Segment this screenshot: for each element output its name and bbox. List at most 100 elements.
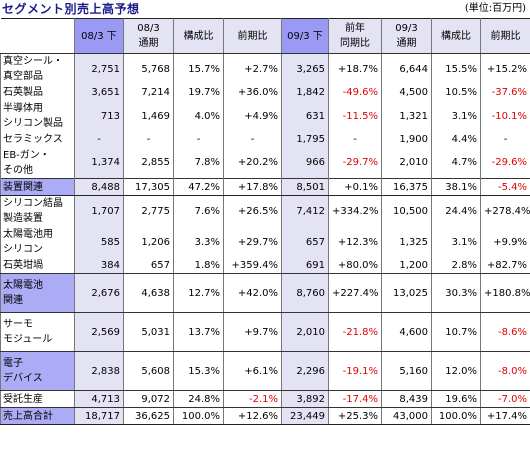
table-cell: +80.0%	[328, 257, 382, 274]
table-cell: -	[223, 131, 282, 148]
table-cell: 3.3%	[173, 226, 224, 258]
table-cell: 657	[281, 226, 329, 258]
table-cell: 13,025	[381, 273, 432, 313]
column-header: 09/3 下	[281, 18, 329, 54]
table-cell: -	[173, 131, 224, 148]
table-cell: +9.9%	[480, 226, 530, 258]
table-cell: 24.4%	[431, 195, 481, 227]
page-title: セグメント別売上高予想	[2, 2, 140, 16]
table-cell: +17.8%	[223, 178, 282, 196]
table-cell: -29.7%	[328, 147, 382, 179]
table-cell: 13.7%	[173, 312, 224, 352]
table-cell: +4.9%	[223, 100, 282, 132]
table-cell: 5,031	[123, 312, 174, 352]
table-cell: 100.0%	[173, 407, 224, 425]
table-cell: +227.4%	[328, 273, 382, 313]
table-cell: 4,638	[123, 273, 174, 313]
column-header: 09/3 通期	[381, 18, 432, 54]
table-row: 石英坩堝 384 657 1.8% +359.4% 691 +80.0% 1,200 2.8% +…	[0, 257, 530, 274]
table-cell: +12.3%	[328, 226, 382, 258]
row-label: 真空シール・ 真空部品	[0, 53, 75, 85]
table-cell: 4.7%	[431, 147, 481, 179]
table-cell: 7,214	[123, 84, 174, 101]
table-cell: 2,010	[381, 147, 432, 179]
table-cell: 2,775	[123, 195, 174, 227]
table-cell: -	[74, 131, 124, 148]
table-cell: 4,600	[381, 312, 432, 352]
table-cell: -29.6%	[480, 147, 530, 179]
table-cell: 657	[123, 257, 174, 274]
header-row: 08/3 下 08/3 通期 構成比 前期比 09/3 下前年 同期比 09/3 通期 構成比 前期…	[0, 18, 530, 54]
table-cell: -8.6%	[480, 312, 530, 352]
row-label: 半導体用 シリコン製品	[0, 100, 75, 132]
table-cell: 1,206	[123, 226, 174, 258]
table-cell: 4,713	[74, 390, 124, 408]
row-label: 太陽電池 関連	[0, 273, 75, 313]
table-cell: +2.7%	[223, 53, 282, 85]
row-label: サーモ モジュール	[0, 312, 75, 352]
table-cell: 7,412	[281, 195, 329, 227]
table-row: セラミックス - - - -1,795-1,900 4.4% -	[0, 131, 530, 148]
table-cell: 1.8%	[173, 257, 224, 274]
table-cell: +0.1%	[328, 178, 382, 196]
table-cell: +29.7%	[223, 226, 282, 258]
table-cell: 2,676	[74, 273, 124, 313]
table-cell: 1,842	[281, 84, 329, 101]
table-row: サーモ モジュール 2,569 5,031 13.7% +9.7% 2,010 -21.8% 4…	[0, 312, 530, 352]
table-cell: -	[328, 131, 382, 148]
table-cell: +6.1%	[223, 351, 282, 391]
table-cell: -2.1%	[223, 390, 282, 408]
table-row: 売上高合計 18,717 36,625 100.0% +12.6% 23,449 +25.3…	[0, 407, 530, 425]
table-cell: 17,305	[123, 178, 174, 196]
table-cell: 966	[281, 147, 329, 179]
column-header: 08/3 下	[74, 18, 124, 54]
row-label: 売上高合計	[0, 407, 75, 425]
table-cell: 10,500	[381, 195, 432, 227]
table-cell: 1,707	[74, 195, 124, 227]
table-cell: 2,296	[281, 351, 329, 391]
table-cell: +278.4%	[480, 195, 530, 227]
table-cell: 2,010	[281, 312, 329, 352]
table-cell: 47.2%	[173, 178, 224, 196]
table-cell: 384	[74, 257, 124, 274]
table-cell: 23,449	[281, 407, 329, 425]
table-cell: +180.8%	[480, 273, 530, 313]
table-cell: 4.0%	[173, 100, 224, 132]
table-cell: -37.6%	[480, 84, 530, 101]
table-cell: 9,072	[123, 390, 174, 408]
table-cell: 8,501	[281, 178, 329, 196]
table-cell: 7.8%	[173, 147, 224, 179]
table-cell: 1,374	[74, 147, 124, 179]
table-cell: +359.4%	[223, 257, 282, 274]
table-cell: 19.7%	[173, 84, 224, 101]
table-row: 受託生産 4,713 9,072 24.8% -2.1% 3,892 -17.4% 8,439…	[0, 390, 530, 408]
table-cell: 2,569	[74, 312, 124, 352]
table-cell: +26.5%	[223, 195, 282, 227]
row-label: 受託生産	[0, 390, 75, 408]
table-cell: -21.8%	[328, 312, 382, 352]
table-cell: +20.2%	[223, 147, 282, 179]
table-cell: -5.4%	[480, 178, 530, 196]
table-cell: 12.0%	[431, 351, 481, 391]
table-cell: +42.0%	[223, 273, 282, 313]
table-cell: 24.8%	[173, 390, 224, 408]
column-header: 構成比	[173, 18, 224, 54]
table-cell: 713	[74, 100, 124, 132]
unit-label: (単位:百万円)	[464, 3, 526, 14]
table-cell: -8.0%	[480, 351, 530, 391]
table-cell: 43,000	[381, 407, 432, 425]
table-cell: 15.7%	[173, 53, 224, 85]
table-cell: 3,265	[281, 53, 329, 85]
table-cell: +9.7%	[223, 312, 282, 352]
table-cell: 585	[74, 226, 124, 258]
table-cell: 15.3%	[173, 351, 224, 391]
column-header: 構成比	[431, 18, 481, 54]
column-header: 08/3 通期	[123, 18, 174, 54]
table-cell: 6,644	[381, 53, 432, 85]
table-cell: +15.2%	[480, 53, 530, 85]
table-cell: 15.5%	[431, 53, 481, 85]
table-cell: 3,651	[74, 84, 124, 101]
header-corner	[0, 18, 75, 54]
row-label: 電子 デバイス	[0, 351, 75, 391]
table-cell: +17.4%	[480, 407, 530, 425]
